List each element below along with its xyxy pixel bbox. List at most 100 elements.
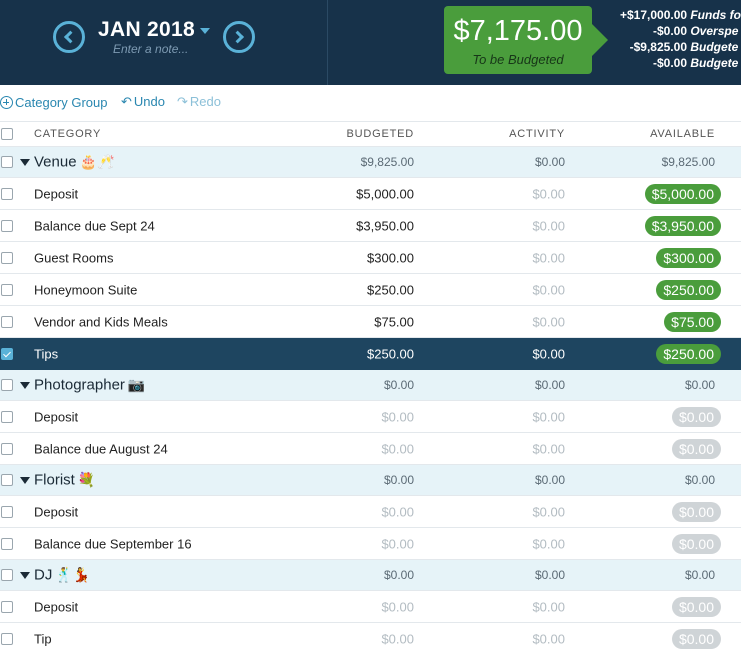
category-group-row[interactable]: DJ 🕺💃 $0.00 $0.00 $0.00 bbox=[0, 560, 741, 591]
category-row[interactable]: Deposit $0.00 $0.00 $0.00 bbox=[0, 496, 741, 528]
row-checkbox[interactable] bbox=[1, 187, 13, 200]
category-row[interactable]: Tip $0.00 $0.00 $0.00 bbox=[0, 623, 741, 649]
available-balance-pill[interactable]: $0.00 bbox=[671, 533, 721, 554]
row-checkbox[interactable] bbox=[1, 537, 13, 550]
undo-button[interactable]: ↶ Undo bbox=[121, 94, 165, 110]
category-name[interactable]: Deposit bbox=[34, 504, 78, 519]
available-cell[interactable]: $3,950.00 bbox=[644, 215, 721, 236]
budgeted-amount[interactable]: $0.00 bbox=[383, 378, 414, 392]
activity-amount[interactable]: $0.00 bbox=[532, 536, 565, 551]
activity-amount[interactable]: $0.00 bbox=[534, 155, 565, 169]
available-cell[interactable]: $250.00 bbox=[656, 343, 721, 364]
available-cell[interactable]: $0.00 bbox=[671, 438, 721, 459]
budgeted-amount[interactable]: $300.00 bbox=[367, 250, 414, 265]
activity-amount[interactable]: $0.00 bbox=[532, 441, 565, 456]
available-cell[interactable]: $300.00 bbox=[656, 247, 721, 268]
category-row[interactable]: Balance due Sept 24 $3,950.00 $0.00 $3,950.… bbox=[0, 210, 741, 242]
budgeted-amount[interactable]: $5,000.00 bbox=[356, 186, 414, 201]
category-group-row[interactable]: Venue 🎂🥂 $9,825.00 $0.00 $9,825.00 bbox=[0, 147, 741, 178]
available-cell[interactable]: $75.00 bbox=[664, 311, 721, 332]
activity-amount[interactable]: $0.00 bbox=[532, 631, 565, 646]
available-balance-pill[interactable]: $250.00 bbox=[656, 343, 721, 364]
category-row[interactable]: Deposit $0.00 $0.00 $0.00 bbox=[0, 401, 741, 433]
category-name[interactable]: Deposit bbox=[34, 599, 78, 614]
available-cell[interactable]: $0.00 bbox=[671, 406, 721, 427]
budgeted-amount[interactable]: $9,825.00 bbox=[360, 155, 414, 169]
row-checkbox[interactable] bbox=[1, 410, 13, 423]
budgeted-amount[interactable]: $0.00 bbox=[381, 441, 414, 456]
activity-amount[interactable]: $0.00 bbox=[532, 186, 565, 201]
category-row[interactable]: Balance due September 16 $0.00 $0.00 $0.00 bbox=[0, 528, 741, 560]
row-checkbox[interactable] bbox=[1, 474, 13, 486]
collapse-caret-icon[interactable] bbox=[20, 572, 30, 579]
available-balance-pill[interactable]: $300.00 bbox=[656, 247, 721, 268]
month-dropdown-icon[interactable] bbox=[200, 28, 210, 34]
available-cell[interactable]: $0.00 bbox=[671, 628, 721, 649]
category-name[interactable]: Guest Rooms bbox=[34, 250, 113, 265]
next-month-button[interactable] bbox=[223, 21, 255, 53]
collapse-caret-icon[interactable] bbox=[20, 159, 30, 166]
category-name[interactable]: Honeymoon Suite bbox=[34, 282, 137, 297]
available-cell[interactable]: $5,000.00 bbox=[644, 183, 721, 204]
category-name[interactable]: Vendor and Kids Meals bbox=[34, 314, 168, 329]
row-checkbox[interactable] bbox=[1, 156, 13, 168]
budgeted-amount[interactable]: $0.00 bbox=[381, 599, 414, 614]
category-name[interactable]: Balance due Sept 24 bbox=[34, 218, 155, 233]
activity-amount[interactable]: $0.00 bbox=[532, 409, 565, 424]
month-label[interactable]: JAN 2018 bbox=[98, 18, 195, 41]
budgeted-amount[interactable]: $0.00 bbox=[381, 631, 414, 646]
budgeted-amount[interactable]: $250.00 bbox=[367, 346, 414, 361]
activity-amount[interactable]: $0.00 bbox=[534, 378, 565, 392]
activity-amount[interactable]: $0.00 bbox=[532, 218, 565, 233]
budgeted-amount[interactable]: $0.00 bbox=[381, 504, 414, 519]
add-category-group-button[interactable]: Category Group bbox=[0, 94, 108, 110]
row-checkbox[interactable] bbox=[1, 315, 13, 328]
category-name[interactable]: Tip bbox=[34, 631, 52, 646]
to-be-budgeted-box[interactable]: $7,175.00 To be Budgeted bbox=[444, 6, 592, 74]
category-name[interactable]: Deposit bbox=[34, 186, 78, 201]
category-name[interactable]: Deposit bbox=[34, 409, 78, 424]
row-checkbox[interactable] bbox=[1, 283, 13, 296]
category-row[interactable]: Honeymoon Suite $250.00 $0.00 $250.00 bbox=[0, 274, 741, 306]
category-row[interactable]: Tips $250.00 $0.00 $250.00 bbox=[0, 338, 741, 370]
row-checkbox[interactable] bbox=[1, 219, 13, 232]
group-name[interactable]: Venue 🎂🥂 bbox=[34, 154, 114, 171]
category-row[interactable]: Balance due August 24 $0.00 $0.00 $0.00 bbox=[0, 433, 741, 465]
month-note-input[interactable]: Enter a note... bbox=[113, 42, 189, 56]
available-cell[interactable]: $0.00 bbox=[671, 596, 721, 617]
select-all-checkbox[interactable] bbox=[1, 128, 13, 140]
category-name[interactable]: Balance due September 16 bbox=[34, 536, 192, 551]
row-checkbox[interactable] bbox=[1, 251, 13, 264]
budgeted-amount[interactable]: $75.00 bbox=[374, 314, 414, 329]
collapse-caret-icon[interactable] bbox=[20, 382, 30, 389]
activity-amount[interactable]: $0.00 bbox=[532, 346, 565, 361]
available-balance-pill[interactable]: $0.00 bbox=[671, 501, 721, 522]
budgeted-amount[interactable]: $0.00 bbox=[381, 536, 414, 551]
activity-amount[interactable]: $0.00 bbox=[532, 250, 565, 265]
activity-amount[interactable]: $0.00 bbox=[532, 504, 565, 519]
activity-amount[interactable]: $0.00 bbox=[532, 282, 565, 297]
row-checkbox[interactable] bbox=[1, 442, 13, 455]
group-name[interactable]: Photographer 📷 bbox=[34, 377, 145, 394]
redo-button[interactable]: ↷ Redo bbox=[177, 94, 221, 110]
budgeted-amount[interactable]: $3,950.00 bbox=[356, 218, 414, 233]
row-checkbox[interactable] bbox=[1, 600, 13, 613]
available-balance-pill[interactable]: $0.00 bbox=[671, 628, 721, 649]
available-balance-pill[interactable]: $0.00 bbox=[671, 406, 721, 427]
available-cell[interactable]: $0.00 bbox=[671, 501, 721, 522]
category-row[interactable]: Guest Rooms $300.00 $0.00 $300.00 bbox=[0, 242, 741, 274]
activity-amount[interactable]: $0.00 bbox=[532, 314, 565, 329]
category-name[interactable]: Tips bbox=[34, 346, 58, 361]
category-group-row[interactable]: Photographer 📷 $0.00 $0.00 $0.00 bbox=[0, 370, 741, 401]
available-balance-pill[interactable]: $0.00 bbox=[671, 596, 721, 617]
previous-month-button[interactable] bbox=[53, 21, 85, 53]
category-row[interactable]: Deposit $0.00 $0.00 $0.00 bbox=[0, 591, 741, 623]
activity-amount[interactable]: $0.00 bbox=[534, 473, 565, 487]
collapse-caret-icon[interactable] bbox=[20, 477, 30, 484]
budgeted-amount[interactable]: $0.00 bbox=[383, 568, 414, 582]
category-row[interactable]: Vendor and Kids Meals $75.00 $0.00 $75.00 bbox=[0, 306, 741, 338]
row-checkbox[interactable] bbox=[1, 379, 13, 391]
group-name[interactable]: DJ 🕺💃 bbox=[34, 567, 90, 584]
available-cell[interactable]: $0.00 bbox=[671, 533, 721, 554]
category-name[interactable]: Balance due August 24 bbox=[34, 441, 168, 456]
